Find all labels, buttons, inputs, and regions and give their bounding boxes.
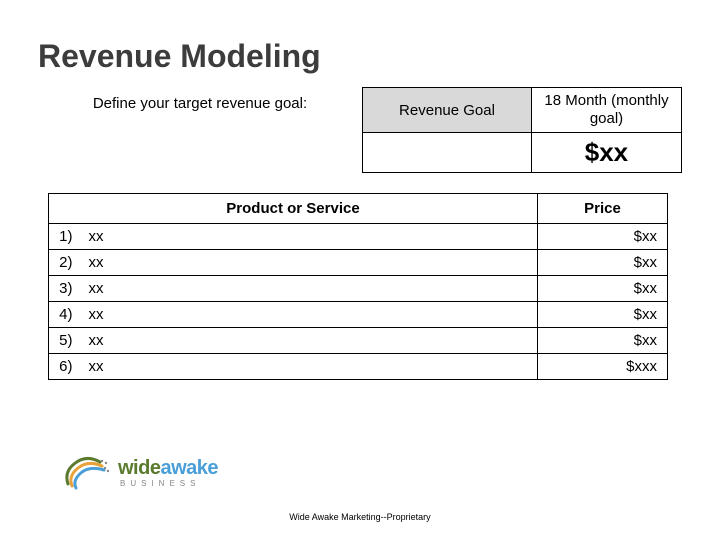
row-name: xx	[81, 250, 538, 276]
row-index: 3)	[49, 276, 81, 302]
row-name: xx	[81, 328, 538, 354]
row-price: $xx	[538, 328, 668, 354]
table-row: 3) xx $xx	[49, 276, 668, 302]
table-row: 5) xx $xx	[49, 328, 668, 354]
logo-swirl-icon	[62, 454, 110, 492]
month-goal-header: 18 Month (monthly goal)	[532, 87, 682, 133]
product-table: Product or Service Price 1) xx $xx 2) xx…	[48, 193, 668, 380]
row-name: xx	[81, 224, 538, 250]
goal-value-row: $xx	[362, 133, 682, 173]
goal-header-row: Define your target revenue goal: Revenue…	[38, 87, 682, 133]
row-price: $xxx	[538, 354, 668, 380]
goal-value-empty	[363, 133, 532, 172]
row-price: $xx	[538, 224, 668, 250]
footer-text: Wide Awake Marketing--Proprietary	[0, 512, 720, 522]
row-price: $xx	[538, 250, 668, 276]
revenue-goal-header: Revenue Goal	[362, 87, 532, 133]
row-index: 5)	[49, 328, 81, 354]
col-price-header: Price	[538, 194, 668, 224]
table-row: 6) xx $xxx	[49, 354, 668, 380]
slide-title: Revenue Modeling	[38, 38, 682, 75]
table-row: 2) xx $xx	[49, 250, 668, 276]
row-name: xx	[81, 302, 538, 328]
row-index: 4)	[49, 302, 81, 328]
define-goal-label: Define your target revenue goal:	[38, 87, 362, 133]
table-row: 1) xx $xx	[49, 224, 668, 250]
row-price: $xx	[538, 276, 668, 302]
goal-value: $xx	[532, 133, 681, 172]
logo: wideawake BUSINESS	[62, 454, 218, 492]
table-row: 4) xx $xx	[49, 302, 668, 328]
row-price: $xx	[538, 302, 668, 328]
logo-business: BUSINESS	[120, 480, 218, 488]
logo-awake: awake	[160, 457, 218, 479]
col-product-header: Product or Service	[49, 194, 538, 224]
row-name: xx	[81, 354, 538, 380]
row-name: xx	[81, 276, 538, 302]
row-index: 2)	[49, 250, 81, 276]
logo-wide: wide	[118, 457, 160, 479]
row-index: 6)	[49, 354, 81, 380]
logo-text: wideawake BUSINESS	[118, 458, 218, 488]
row-index: 1)	[49, 224, 81, 250]
